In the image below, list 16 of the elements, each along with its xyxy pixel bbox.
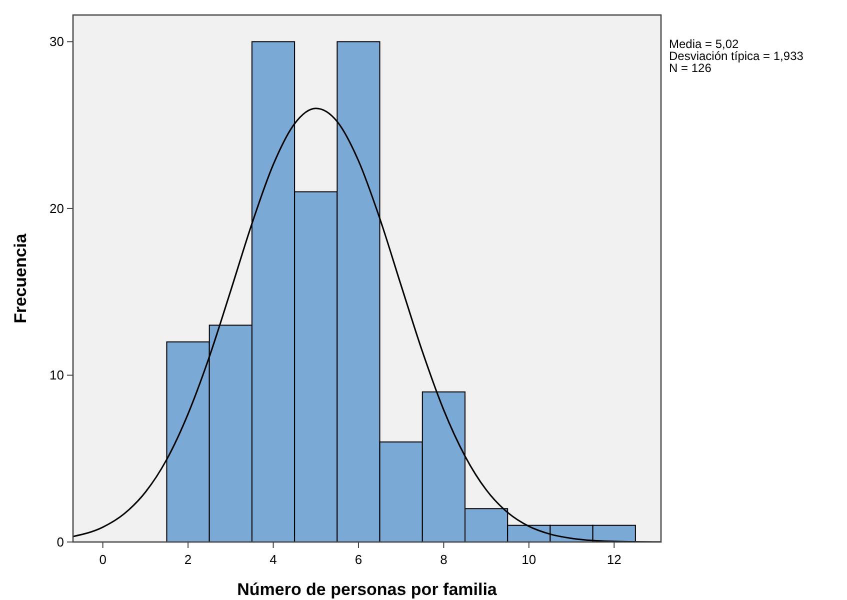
y-tick-label: 20: [50, 200, 64, 216]
x-axis-title: Número de personas por familia: [237, 580, 498, 599]
text: N = 126: [669, 61, 712, 75]
x-tick-label: 10: [522, 552, 536, 567]
text: Desviación típica = 1,933: [669, 49, 804, 63]
y-axis-title: Frecuencia: [11, 233, 30, 324]
y-tick-label: 0: [56, 534, 64, 550]
x-tick-label: 8: [440, 552, 448, 567]
text: Media = 5,02: [669, 37, 740, 51]
y-tick-label: 30: [50, 34, 64, 50]
x-tick-label: 12: [606, 552, 622, 567]
y-tick-label: 10: [50, 368, 64, 383]
x-tick-label: 0: [99, 552, 106, 567]
x-tick-label: 2: [184, 552, 192, 567]
x-tick-label: 4: [270, 552, 277, 567]
x-tick-label: 6: [354, 552, 362, 567]
